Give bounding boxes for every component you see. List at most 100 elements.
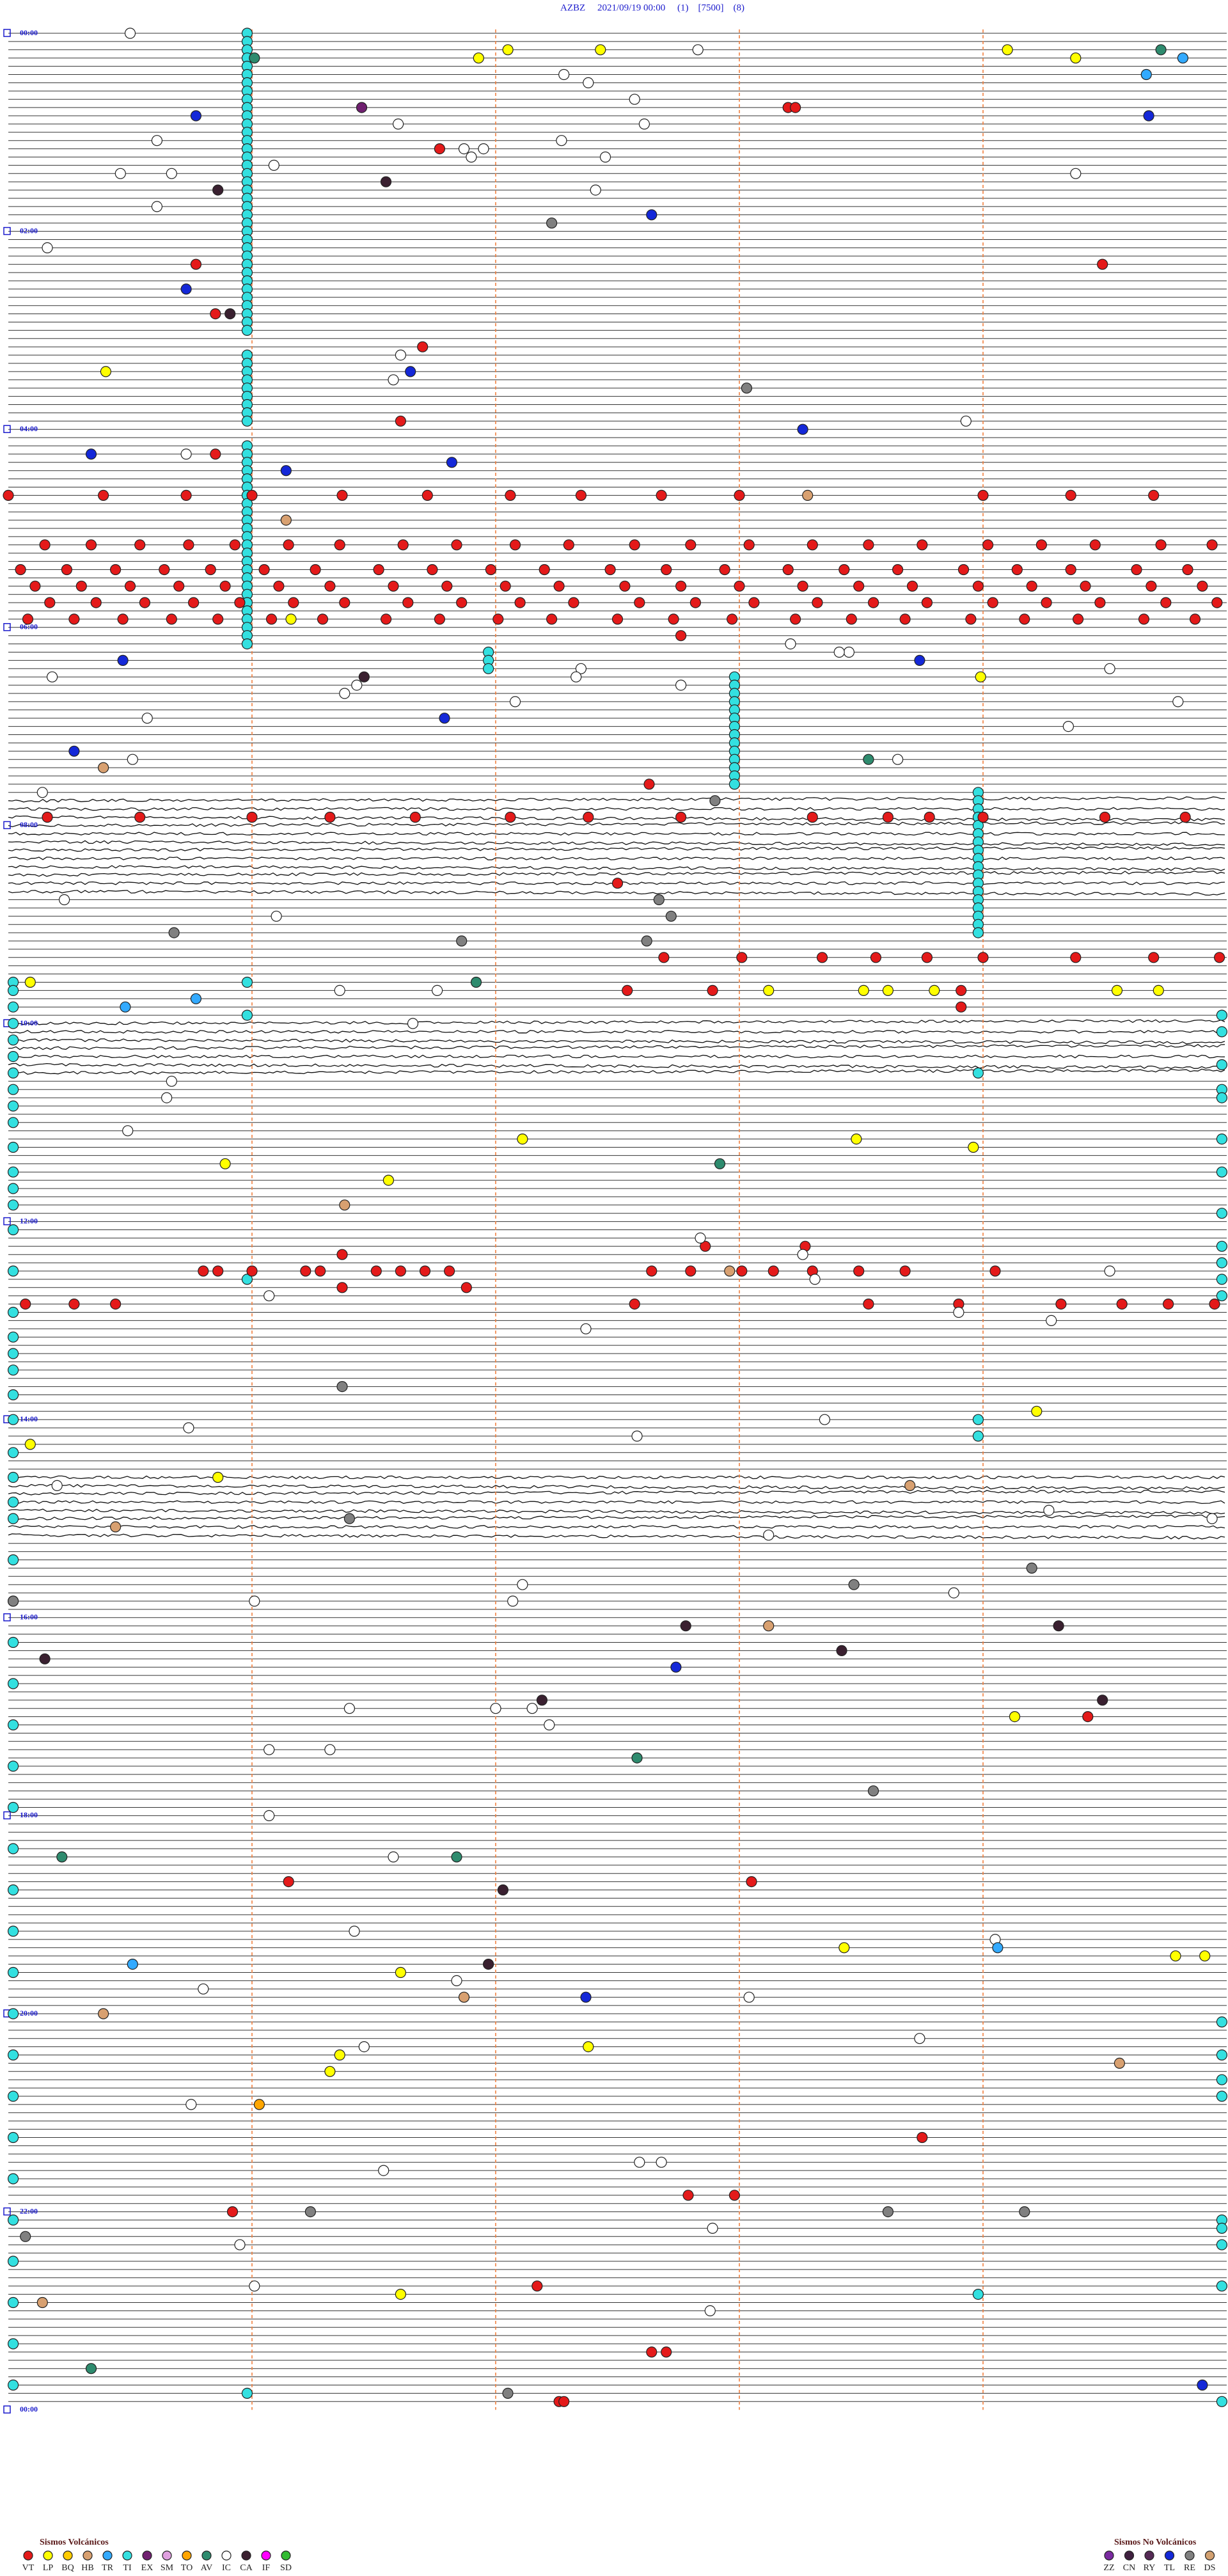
event-marker [1216, 1133, 1228, 1145]
event-marker [851, 1133, 862, 1145]
event-marker [3, 489, 14, 502]
event-marker [8, 1496, 19, 1508]
event-marker [863, 1298, 874, 1310]
event-marker [1104, 1265, 1115, 1277]
event-marker [734, 489, 745, 502]
event-marker [675, 630, 687, 642]
event-marker [407, 1018, 419, 1029]
event-marker [972, 1414, 984, 1425]
event-marker [8, 1224, 19, 1236]
legend-code: RY [1144, 2563, 1156, 2573]
event-marker [485, 564, 497, 576]
event-marker [1035, 539, 1048, 551]
event-marker [1216, 2280, 1228, 2292]
event-marker [159, 564, 170, 576]
event-marker [470, 976, 482, 988]
event-marker [556, 135, 567, 146]
trace-line [8, 1030, 1225, 1034]
event-marker [1211, 597, 1223, 608]
event-marker [526, 1703, 538, 1714]
event-marker [631, 1430, 643, 1442]
event-marker [583, 811, 594, 823]
legend-swatch [201, 2550, 212, 2561]
event-marker [863, 539, 874, 551]
event-marker [249, 52, 260, 64]
event-marker [599, 151, 611, 163]
event-marker [1080, 580, 1091, 592]
event-marker [972, 1067, 984, 1079]
event-marker [682, 2190, 694, 2201]
trace-line [8, 870, 1225, 877]
event-marker [382, 1174, 395, 1186]
event-marker [241, 1274, 253, 1285]
event-marker [24, 1439, 36, 1450]
event-marker [39, 539, 51, 551]
event-marker [972, 927, 984, 938]
event-marker [85, 2363, 97, 2375]
event-marker [960, 415, 972, 427]
event-marker [509, 539, 521, 551]
event-marker [324, 2066, 336, 2077]
hour-label: 06:00 [20, 622, 38, 631]
event-marker [858, 984, 869, 997]
event-marker [553, 580, 565, 592]
event-marker [8, 1760, 19, 1772]
hour-label: 12:00 [20, 1216, 38, 1225]
event-marker [917, 2131, 928, 2144]
event-marker [1065, 564, 1076, 576]
event-marker [500, 580, 511, 592]
legend: Sismos Volcánicos VT LP BQ HB TR TI EX SM TO AV IC C… [22, 2538, 1216, 2573]
event-marker [315, 1265, 326, 1277]
event-marker [229, 539, 240, 551]
event-marker [1216, 1026, 1228, 1038]
event-marker [285, 613, 297, 625]
event-marker [212, 184, 224, 196]
event-marker [8, 1067, 19, 1079]
legend-swatch [1124, 2550, 1135, 2561]
hour-marker [3, 1811, 11, 1820]
legend-code: EX [141, 2563, 154, 2573]
trace-line [8, 1019, 1225, 1025]
event-marker [812, 597, 823, 608]
event-marker [280, 514, 292, 526]
event-marker [210, 308, 221, 320]
hour-label: 14:00 [20, 1414, 38, 1423]
event-marker [117, 613, 129, 625]
event-marker [460, 1282, 472, 1293]
event-marker [782, 564, 794, 576]
event-marker [180, 489, 192, 502]
event-marker [736, 952, 748, 963]
event-marker [212, 1265, 224, 1277]
event-marker [219, 1158, 231, 1169]
event-marker [8, 1966, 19, 1979]
event-marker [15, 564, 26, 576]
event-marker [1177, 52, 1189, 64]
event-marker [114, 168, 126, 179]
trace-line [8, 846, 1225, 852]
event-marker [458, 143, 470, 155]
event-marker [972, 580, 984, 592]
event-marker [8, 1554, 19, 1566]
event-marker [8, 1034, 19, 1046]
event-marker [173, 580, 185, 592]
legend-swatch [83, 2550, 93, 2561]
event-marker [1216, 1009, 1228, 1021]
event-marker [906, 580, 918, 592]
event-marker [8, 1414, 19, 1425]
event-marker [134, 811, 146, 823]
trace-line [8, 1038, 1225, 1045]
event-marker [249, 1595, 260, 1607]
trace-line [8, 1514, 1225, 1521]
event-marker [882, 811, 894, 823]
event-marker [634, 2156, 645, 2168]
event-marker [546, 217, 558, 229]
event-marker [8, 1843, 19, 1854]
event-marker [466, 151, 477, 163]
event-marker [431, 984, 443, 997]
event-marker [914, 654, 925, 667]
legend-code: TO [181, 2563, 193, 2573]
event-marker [8, 1084, 19, 1095]
event-marker [456, 935, 468, 947]
event-marker [816, 952, 828, 963]
event-marker [656, 2156, 667, 2168]
